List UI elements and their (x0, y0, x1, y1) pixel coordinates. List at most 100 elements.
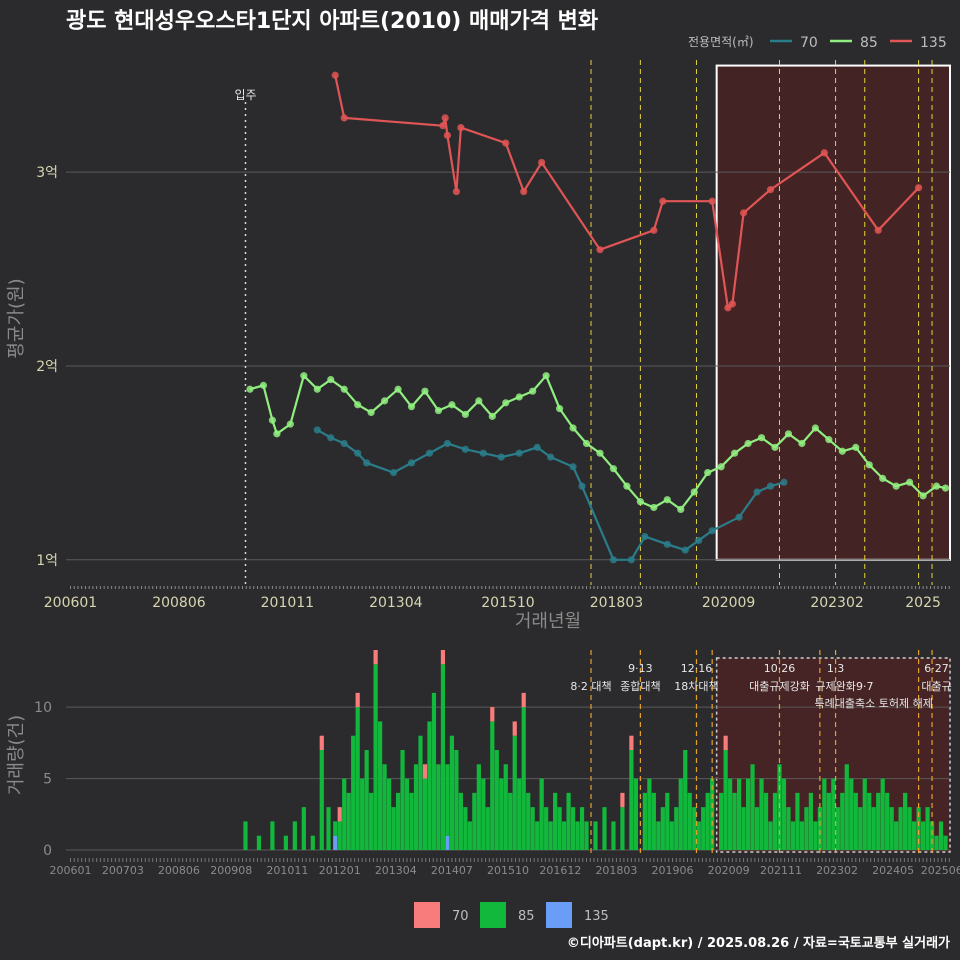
bar-85 (512, 735, 517, 850)
bar-85 (889, 807, 894, 850)
bar-85 (795, 792, 800, 850)
bar-85 (548, 821, 553, 850)
data-point-85 (636, 498, 644, 506)
legend: 70 85 135 (414, 902, 609, 928)
bar-85 (674, 807, 679, 850)
data-point-135 (650, 226, 658, 234)
x-minor-ticks (69, 858, 950, 862)
bar-85 (570, 807, 576, 850)
series-line-70 (316, 428, 785, 561)
data-point-135 (457, 123, 465, 132)
bar-70 (319, 735, 324, 750)
bar-85 (283, 835, 288, 850)
x-tick-label: 201510 (487, 864, 529, 877)
x-tick-label: 201011 (261, 595, 314, 611)
x-tick-label: 201407 (431, 864, 473, 877)
bar-85 (337, 821, 342, 850)
bar-85 (929, 821, 935, 850)
bar-70 (512, 721, 517, 736)
bar-85 (427, 721, 432, 850)
policy-annotation: 대출규제강화 (749, 680, 810, 693)
data-point-70 (363, 459, 371, 467)
y-axis-title: 거래량(건) (6, 715, 27, 795)
data-point-85 (582, 439, 591, 448)
data-point-85 (932, 482, 941, 490)
data-point-70 (389, 468, 398, 477)
data-point-85 (421, 387, 429, 395)
bar-85 (696, 821, 701, 850)
data-point-135 (441, 114, 449, 122)
bar-70 (723, 735, 728, 750)
bar-85 (369, 792, 374, 850)
bar-85 (835, 807, 840, 850)
bar-85 (781, 778, 787, 850)
bar-85 (925, 807, 930, 850)
x-tick-label: 202111 (760, 864, 802, 877)
data-point-70 (443, 439, 452, 448)
x-tick-label: 200806 (158, 864, 200, 877)
series-70 (313, 426, 788, 564)
bar-85 (521, 707, 526, 850)
data-point-85 (704, 468, 712, 477)
volume-chart: 0 5 10 거래량(건) 200601 200703 200806 200908 201011… (6, 650, 960, 928)
bar-85 (705, 792, 710, 850)
data-point-85 (502, 399, 510, 407)
data-point-85 (677, 505, 685, 514)
bar-135 (445, 835, 450, 850)
bar-85 (871, 807, 876, 850)
bar-70 (620, 792, 625, 808)
data-point-135 (739, 209, 748, 217)
data-point-85 (529, 387, 537, 395)
data-point-85 (596, 449, 604, 457)
bar-85 (772, 792, 778, 850)
x-tick-label: 200703 (102, 864, 144, 877)
bar-85 (319, 750, 324, 850)
x-tick-label: 200806 (152, 595, 206, 611)
bar-85 (678, 778, 683, 850)
bar-85 (395, 792, 401, 850)
data-point-85 (286, 420, 294, 428)
data-point-85 (542, 372, 550, 380)
bar-85 (687, 792, 692, 850)
bar-85 (301, 807, 306, 850)
bar-85 (458, 792, 463, 850)
bar-85 (575, 821, 580, 850)
data-point-85 (407, 403, 416, 411)
bar-85 (431, 692, 437, 850)
data-point-70 (533, 443, 541, 451)
x-tick-label: 200601 (44, 595, 97, 611)
bar-85 (386, 778, 392, 850)
bars (243, 650, 948, 850)
bar-85 (745, 778, 751, 850)
series-135 (331, 71, 923, 312)
legend: 전용면적(㎡) 70 85 135 (688, 35, 947, 51)
data-point-85 (515, 393, 523, 401)
event-label: 입주 (234, 88, 256, 102)
data-point-85 (434, 406, 443, 415)
data-point-85 (771, 443, 779, 451)
legend-label-85: 85 (860, 35, 878, 51)
bar-85 (912, 821, 917, 850)
policy-annotation: 8·2 대책 (570, 680, 611, 693)
data-point-135 (874, 226, 882, 234)
data-point-135 (596, 246, 604, 254)
data-point-85 (757, 434, 766, 442)
x-tick-label: 200908 (210, 864, 252, 877)
bar-85 (880, 778, 885, 850)
data-point-85 (380, 397, 389, 405)
bar-85 (409, 792, 414, 850)
bar-85 (400, 750, 405, 850)
data-point-85 (838, 447, 846, 455)
bar-85 (858, 807, 863, 850)
x-tick-label: 201612 (539, 864, 581, 877)
bar-70 (440, 650, 446, 665)
data-point-70 (627, 556, 636, 564)
y-tick-label: 2억 (36, 359, 58, 375)
bar-85 (333, 821, 338, 836)
policy-annotation: 10·26 (764, 662, 796, 675)
bar-70 (422, 764, 428, 779)
bar-85 (813, 821, 818, 850)
y-tick-label: 1억 (36, 553, 58, 569)
data-point-85 (852, 443, 860, 451)
bar-85 (728, 778, 733, 850)
